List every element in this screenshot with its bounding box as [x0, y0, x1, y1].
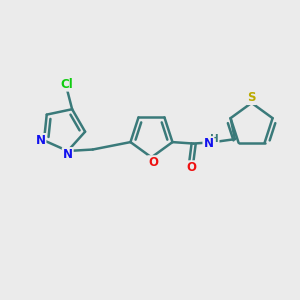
Text: O: O [186, 161, 196, 174]
Text: S: S [247, 91, 256, 104]
Text: Cl: Cl [60, 78, 73, 91]
Text: N: N [203, 137, 213, 150]
Text: N: N [35, 134, 46, 147]
Text: O: O [148, 156, 158, 169]
Text: H: H [210, 134, 219, 144]
Text: N: N [63, 148, 73, 161]
